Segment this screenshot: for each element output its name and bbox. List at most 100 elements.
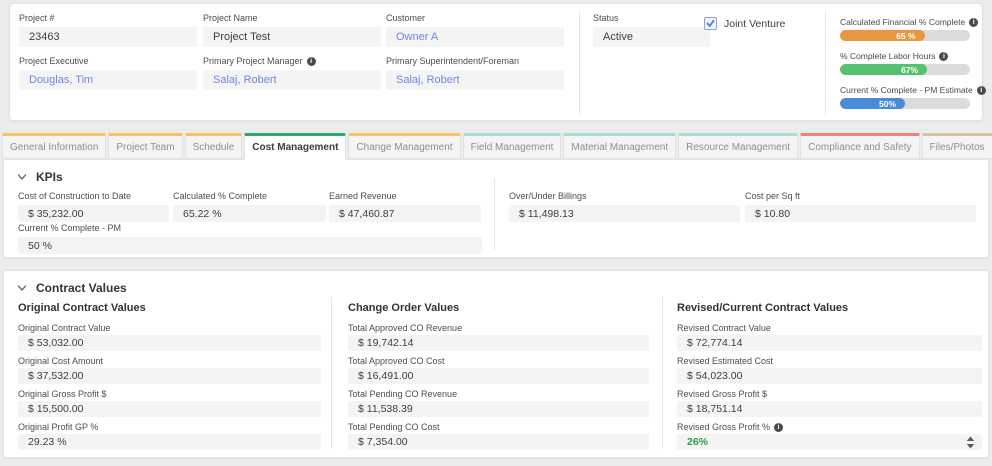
- field-original-contract-value: Original Contract Value $ 53,032.00: [18, 323, 321, 351]
- project-executive-value-link[interactable]: Douglas, Tim: [19, 70, 197, 90]
- field-status: Status Active: [593, 13, 710, 47]
- progress-track: 50%: [840, 98, 970, 109]
- info-icon[interactable]: [306, 57, 316, 66]
- field-pending-co-revenue: Total Pending CO Revenue $ 11,538.39: [348, 389, 649, 417]
- revised-gross-profit-label: Revised Gross Profit $: [677, 389, 768, 399]
- field-over-under-billings: Over/Under Billings $ 11,498.13: [509, 191, 740, 222]
- original-profit-gp-pct-value: 29.23 %: [18, 434, 321, 450]
- tab-resource-management[interactable]: Resource Management: [678, 133, 799, 159]
- info-icon[interactable]: [969, 18, 979, 27]
- info-icon[interactable]: [976, 86, 986, 95]
- field-project-name: Project Name Project Test: [203, 13, 381, 47]
- info-icon[interactable]: [939, 52, 949, 61]
- project-number-value: 23463: [19, 27, 197, 47]
- tab-schedule[interactable]: Schedule: [184, 133, 243, 159]
- original-gross-profit-value: $ 15,500.00: [18, 401, 321, 417]
- original-contract-value-value: $ 53,032.00: [18, 335, 321, 351]
- field-project-executive: Project Executive Douglas, Tim: [19, 56, 197, 90]
- calculated-pct-value: 65.22 %: [173, 205, 326, 222]
- change-orders-heading: Change Order Values: [348, 302, 460, 314]
- approved-co-cost-label: Total Approved CO Cost: [348, 356, 445, 366]
- customer-value-link[interactable]: Owner A: [386, 27, 564, 47]
- tab-material-management[interactable]: Material Management: [563, 133, 677, 159]
- progress-fill-orange: 65 %: [840, 30, 925, 41]
- earned-revenue-label: Earned Revenue: [329, 191, 397, 201]
- cost-to-date-value: $ 35,232.00: [18, 205, 169, 222]
- revised-contract-value-value: $ 72,774.14: [677, 335, 982, 351]
- joint-venture-label: Joint Venture: [724, 17, 786, 30]
- kpis-title: KPIs: [36, 170, 63, 184]
- field-pending-co-cost: Total Pending CO Cost $ 7,354.00: [348, 422, 649, 450]
- pending-co-cost-value: $ 7,354.00: [348, 434, 649, 450]
- status-label: Status: [593, 13, 619, 23]
- field-revised-gross-profit: Revised Gross Profit $ $ 18,751.14: [677, 389, 982, 417]
- kpis-section: KPIs Cost of Construction to Date $ 35,2…: [3, 159, 989, 258]
- revised-gross-profit-value: $ 18,751.14: [677, 401, 982, 417]
- original-contract-value-label: Original Contract Value: [18, 323, 111, 333]
- pending-co-revenue-value: $ 11,538.39: [348, 401, 649, 417]
- revised-contract-value-label: Revised Contract Value: [677, 323, 771, 333]
- calculated-pct-label: Calculated % Complete: [173, 191, 268, 201]
- status-value: Active: [593, 27, 710, 47]
- approved-co-revenue-label: Total Approved CO Revenue: [348, 323, 463, 333]
- tab-change-management[interactable]: Change Management: [348, 133, 461, 159]
- field-approved-co-cost: Total Approved CO Cost $ 16,491.00: [348, 356, 649, 384]
- approved-co-revenue-value: $ 19,742.14: [348, 335, 649, 351]
- chevron-down-icon[interactable]: [17, 284, 27, 292]
- project-name-value: Project Test: [203, 27, 381, 47]
- project-name-label: Project Name: [203, 13, 258, 23]
- revised-estimated-cost-value: $ 54,023.00: [677, 368, 982, 384]
- tab-compliance-and-safety[interactable]: Compliance and Safety: [800, 133, 920, 159]
- chevron-down-icon[interactable]: [17, 173, 27, 181]
- revised-heading: Revised/Current Contract Values: [677, 302, 849, 314]
- field-original-profit-gp-pct: Original Profit GP % 29.23 %: [18, 422, 321, 450]
- pending-co-cost-label: Total Pending CO Cost: [348, 422, 440, 432]
- original-cost-amount-label: Original Cost Amount: [18, 356, 104, 366]
- field-original-cost-amount: Original Cost Amount $ 37,532.00: [18, 356, 321, 384]
- customer-label: Customer: [386, 13, 426, 23]
- field-original-gross-profit: Original Gross Profit $ $ 15,500.00: [18, 389, 321, 417]
- progress-track: 67%: [840, 64, 970, 75]
- project-executive-label: Project Executive: [19, 56, 89, 66]
- checkbox-checked-icon: [704, 17, 717, 30]
- original-contract-values-column: Original Contract Values Original Contra…: [18, 302, 321, 455]
- contract-values-section: Contract Values Original Contract Values…: [3, 270, 989, 458]
- progress-labor-hours: % Complete Labor Hours 67%: [840, 51, 981, 75]
- cv-divider-2: [662, 297, 663, 449]
- stepper-icon[interactable]: [966, 436, 975, 452]
- current-pct-pm-value: 50 %: [18, 237, 482, 254]
- kpis-section-header: KPIs: [17, 170, 63, 184]
- field-primary-superintendent: Primary Superintendent/Foreman Salaj, Ro…: [386, 56, 564, 90]
- approved-co-cost-value: $ 16,491.00: [348, 368, 649, 384]
- progress-label: Current % Complete - PM Estimate: [840, 85, 986, 96]
- primary-superintendent-value-link[interactable]: Salaj, Robert: [386, 70, 564, 90]
- kpi-divider: [494, 178, 495, 250]
- original-heading: Original Contract Values: [18, 302, 146, 314]
- revised-gross-profit-pct-value: 26%: [687, 436, 709, 448]
- primary-project-manager-label: Primary Project Manager: [203, 56, 381, 67]
- earned-revenue-value: $ 47,460.87: [329, 205, 481, 222]
- info-icon[interactable]: [774, 423, 784, 432]
- joint-venture-checkbox[interactable]: Joint Venture: [704, 17, 785, 30]
- revised-estimated-cost-label: Revised Estimated Cost: [677, 356, 774, 366]
- tab-cost-management[interactable]: Cost Management: [244, 133, 347, 160]
- tab-general-information[interactable]: General Information: [2, 133, 107, 159]
- project-number-label: Project #: [19, 13, 55, 23]
- header-progress-bars: Calculated Financial % Complete 65 % % C…: [840, 17, 986, 119]
- primary-superintendent-label: Primary Superintendent/Foreman: [386, 56, 520, 66]
- revised-gross-profit-pct-input[interactable]: 26%: [677, 434, 982, 450]
- contract-values-section-header: Contract Values: [17, 281, 127, 295]
- current-pct-pm-label: Current % Complete - PM: [18, 223, 122, 233]
- pending-co-revenue-label: Total Pending CO Revenue: [348, 389, 458, 399]
- tab-files-photos[interactable]: Files/Photos: [921, 133, 992, 159]
- revised-gross-profit-pct-label: Revised Gross Profit %: [677, 422, 982, 432]
- tab-project-team[interactable]: Project Team: [108, 133, 183, 159]
- progress-fill-blue: 50%: [840, 98, 905, 109]
- field-earned-revenue: Earned Revenue $ 47,460.87: [329, 191, 481, 222]
- field-calculated-pct-complete: Calculated % Complete 65.22 %: [173, 191, 326, 222]
- tab-field-management[interactable]: Field Management: [462, 133, 562, 159]
- primary-project-manager-value-link[interactable]: Salaj, Robert: [203, 70, 381, 90]
- header-divider-2: [825, 11, 826, 115]
- field-revised-gross-profit-pct: Revised Gross Profit % 26%: [677, 422, 982, 450]
- field-revised-estimated-cost: Revised Estimated Cost $ 54,023.00: [677, 356, 982, 384]
